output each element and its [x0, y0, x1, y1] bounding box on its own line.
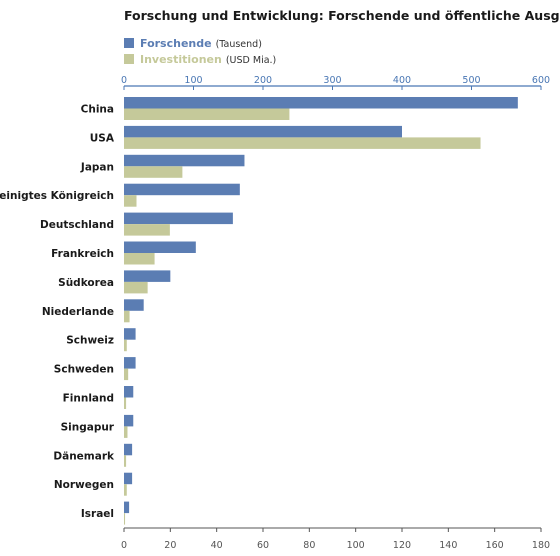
- category-label: Schweiz: [66, 335, 114, 347]
- bottom-axis-tick-label: 80: [303, 540, 315, 551]
- bar-forschende: [124, 183, 240, 196]
- bar-forschende: [124, 501, 130, 514]
- top-axis-tick-label: 600: [532, 75, 550, 86]
- bottom-axis-tick-label: 180: [532, 540, 550, 551]
- category-label: Niederlande: [42, 306, 114, 318]
- bar-investitionen: [124, 281, 148, 294]
- category-label: Deutschland: [40, 219, 114, 231]
- bar-forschende: [124, 443, 133, 456]
- legend-series-unit-investitionen: (USD Mia.): [226, 55, 276, 66]
- top-axis-tick-label: 400: [393, 75, 411, 86]
- category-label: Dänemark: [53, 450, 115, 462]
- bar-investitionen: [124, 484, 127, 496]
- legend-series-name-forschende: Forschende: [140, 37, 212, 50]
- bar-forschende: [124, 386, 134, 398]
- bar-forschende: [124, 299, 144, 311]
- chart-title: Forschung und Entwicklung: Forschende un…: [124, 8, 560, 23]
- bar-forschende: [124, 414, 134, 427]
- bars: [124, 97, 518, 525]
- bar-forschende: [124, 125, 402, 138]
- category-label: Japan: [80, 161, 114, 173]
- bottom-axis-tick-label: 60: [257, 540, 269, 551]
- top-axis-tick-label: 0: [121, 75, 127, 86]
- bottom-axis: 0 20 40 60 80 100 120 140 160 180: [121, 527, 550, 551]
- legend: Forschende (Tausend) Investitionen (USD Mia…: [124, 37, 276, 66]
- category-label: USA: [90, 132, 115, 144]
- bar-forschende: [124, 154, 245, 167]
- bar-investitionen: [124, 137, 481, 149]
- bar-forschende: [124, 270, 171, 282]
- top-axis-tick-label: 300: [323, 75, 341, 86]
- bottom-axis-tick-label: 20: [164, 540, 176, 551]
- category-label: Israel: [81, 508, 114, 520]
- bar-forschende: [124, 97, 518, 109]
- bar-investitionen: [124, 397, 127, 409]
- bottom-axis-tick-label: 0: [121, 540, 127, 551]
- category-label: Norwegen: [54, 479, 114, 491]
- bar-investitionen: [124, 310, 130, 323]
- bar-forschende: [124, 328, 136, 340]
- bottom-axis-tick-label: 100: [347, 540, 365, 551]
- bar-investitionen: [124, 108, 290, 120]
- top-axis: 0 100 200 300 400 500 600: [121, 75, 550, 90]
- category-labels: China USA Japan Vereinigtes Königreich Deuts…: [0, 104, 115, 521]
- category-label: Vereinigtes Königreich: [0, 190, 114, 202]
- bar-investitionen: [124, 513, 126, 525]
- legend-swatch-investitionen: [124, 54, 134, 64]
- category-label: China: [81, 104, 114, 116]
- bar-forschende: [124, 241, 196, 253]
- bar-investitionen: [124, 339, 127, 352]
- category-label: Finnland: [63, 393, 114, 405]
- bar-forschende: [124, 472, 133, 485]
- category-label: Südkorea: [58, 277, 114, 289]
- bottom-axis-tick-label: 160: [486, 540, 504, 551]
- bar-investitionen: [124, 224, 170, 236]
- category-label: Singapur: [61, 421, 115, 433]
- legend-label-forschende: Forschende (Tausend): [140, 37, 262, 50]
- bar-investitionen: [124, 195, 137, 207]
- bottom-axis-tick-label: 40: [211, 540, 223, 551]
- bar-investitionen: [124, 166, 183, 178]
- top-axis-tick-label: 100: [184, 75, 202, 86]
- bar-investitionen: [124, 253, 155, 265]
- legend-label-investitionen: Investitionen (USD Mia.): [140, 53, 276, 66]
- bottom-axis-tick-label: 120: [393, 540, 411, 551]
- bar-forschende: [124, 357, 136, 369]
- legend-series-name-investitionen: Investitionen: [140, 53, 222, 66]
- bar-investitionen: [124, 368, 129, 381]
- bar-investitionen: [124, 426, 128, 438]
- legend-series-unit-forschende: (Tausend): [216, 39, 262, 50]
- top-axis-tick-label: 200: [254, 75, 272, 86]
- legend-swatch-forschende: [124, 38, 134, 48]
- category-label: Frankreich: [51, 248, 114, 260]
- top-axis-tick-label: 500: [462, 75, 480, 86]
- bar-forschende: [124, 212, 233, 225]
- bar-investitionen: [124, 455, 127, 467]
- category-label: Schweden: [54, 364, 114, 376]
- bottom-axis-tick-label: 140: [439, 540, 457, 551]
